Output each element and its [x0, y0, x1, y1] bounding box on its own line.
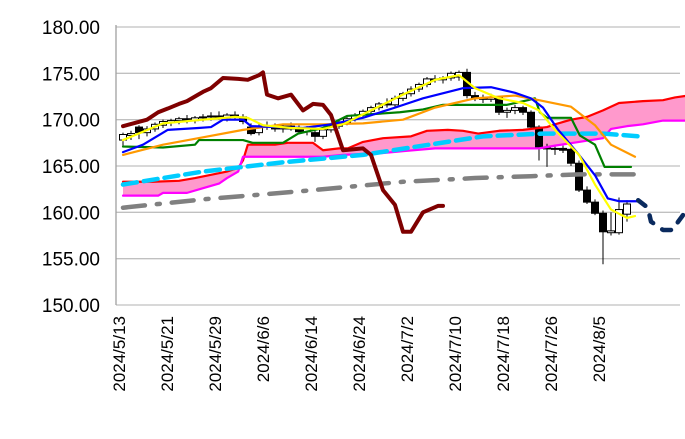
y-tick-label: 160.00	[42, 203, 100, 224]
x-axis-ticks: 2024/5/13 2024/5/21 2024/5/29 2024/6/6 2024/…	[110, 316, 609, 392]
candle-body	[311, 132, 319, 137]
candle	[599, 210, 607, 265]
candle-body	[607, 230, 615, 234]
candle	[591, 199, 599, 216]
candle	[503, 107, 511, 118]
candle-body	[319, 129, 327, 137]
series-cyan-dashed	[120, 131, 642, 187]
x-tick-label: 2024/7/2	[398, 316, 417, 382]
candle-body	[527, 111, 535, 128]
candle	[511, 104, 519, 115]
series-gray-dashdot	[120, 172, 642, 210]
candle-body	[511, 107, 519, 111]
x-tick-label: 2024/7/26	[542, 316, 561, 392]
series-navy-dotted	[635, 198, 685, 233]
candle	[567, 147, 575, 166]
x-tick-label: 2024/5/13	[110, 316, 129, 392]
candle	[519, 105, 527, 116]
x-tick-label: 2024/7/18	[494, 316, 513, 392]
candle-body	[623, 203, 631, 215]
x-tick-label: 2024/7/10	[446, 316, 465, 392]
candle-body	[599, 212, 607, 233]
y-tick-label: 165.00	[42, 157, 100, 178]
series-orange	[121, 94, 637, 158]
series-lagging-darkred	[121, 70, 445, 234]
candle	[175, 116, 183, 125]
y-tick-label: 175.00	[42, 64, 100, 85]
candle	[607, 212, 615, 236]
candle-body	[559, 147, 567, 151]
candle	[559, 145, 567, 154]
indicator-lines	[120, 70, 685, 234]
x-tick-label: 2024/5/21	[158, 316, 177, 392]
candle-body	[567, 148, 575, 164]
candle	[615, 197, 623, 235]
x-tick-label: 2024/5/29	[206, 316, 225, 392]
cloud-fill	[123, 95, 685, 196]
x-tick-label: 2024/6/6	[254, 316, 273, 382]
candle	[583, 186, 591, 204]
y-tick-label: 180.00	[42, 18, 100, 39]
series-yellow	[121, 74, 637, 219]
candle	[311, 128, 319, 142]
candle-body	[583, 189, 591, 203]
x-tick-label: 2024/6/24	[350, 316, 369, 392]
candle	[231, 111, 239, 120]
y-tick-label: 150.00	[42, 296, 100, 317]
gridlines	[116, 26, 680, 306]
candle-body	[199, 116, 207, 119]
candle-body	[591, 201, 599, 214]
x-tick-label: 2024/6/14	[302, 316, 321, 392]
candle	[527, 110, 535, 129]
candle-body	[503, 109, 511, 113]
x-tick-label: 2024/8/5	[590, 316, 609, 382]
candle	[535, 125, 543, 161]
candle-body	[175, 118, 183, 122]
y-tick-label: 170.00	[42, 111, 100, 132]
candle-body	[535, 126, 543, 149]
candle-body	[519, 107, 527, 113]
series-green	[121, 97, 633, 169]
y-axis-ticks: 150.00 155.00 160.00 165.00 170.00 175.00 180.…	[42, 18, 100, 317]
candle-body	[207, 115, 215, 118]
candle-body	[551, 147, 559, 150]
y-tick-label: 155.00	[42, 250, 100, 271]
ichimoku-cloud	[123, 95, 685, 196]
candle-body	[615, 209, 623, 234]
